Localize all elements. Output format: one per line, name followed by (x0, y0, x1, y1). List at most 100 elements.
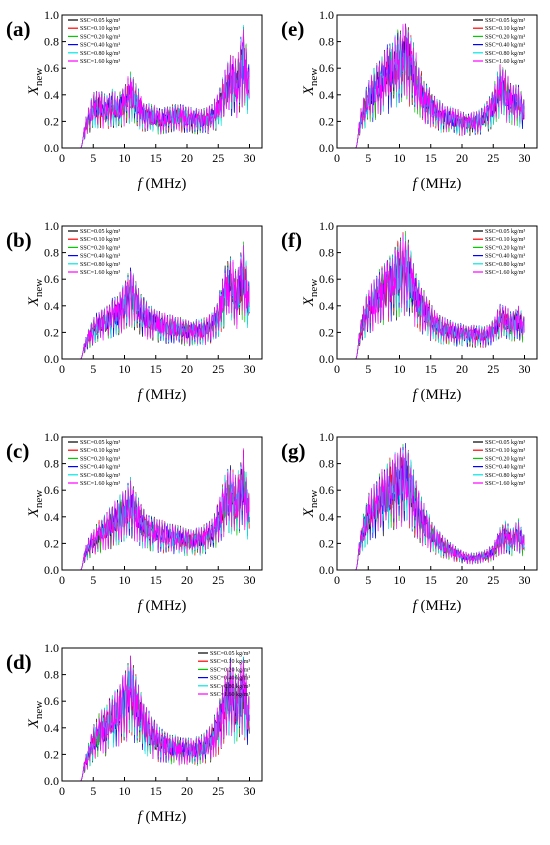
x-tick-label: 15 (150, 362, 162, 376)
legend-entry: SSC=1.60 kg/m³ (485, 481, 525, 487)
x-tick-label: 15 (150, 151, 162, 165)
y-tick-label: 0.4 (319, 88, 334, 102)
y-axis-label: Xnew (301, 68, 320, 97)
chart-svg: 0 5 10 15 20 25 30 0.0 0.2 0.4 0.6 0.8 1.0 f (MHz) Xne… (6, 641, 263, 825)
series-line (355, 233, 525, 360)
y-tick-label: 0.0 (44, 774, 59, 788)
x-tick-label: 0 (59, 784, 65, 798)
legend-entry: SSC=0.20 kg/m³ (485, 245, 525, 251)
chart-panel-a: 0 5 10 15 20 25 30 0.0 0.2 0.4 0.6 0.8 1.0 f (MHz) Xne… (0, 0, 275, 211)
legend-entry: SSC=1.60 kg/m³ (210, 692, 250, 698)
series-line (355, 23, 525, 149)
legend-entry: SSC=0.40 kg/m³ (485, 43, 525, 49)
y-tick-label: 0.8 (44, 457, 59, 471)
x-tick-label: 25 (212, 573, 224, 587)
legend-entry: SSC=0.40 kg/m³ (80, 465, 120, 471)
x-tick-label: 5 (365, 362, 371, 376)
chart-panel-f: 0 5 10 15 20 25 30 0.0 0.2 0.4 0.6 0.8 1.0 f (MHz) Xne… (275, 211, 550, 422)
legend-entry: SSC=0.10 kg/m³ (485, 448, 525, 454)
x-tick-label: 20 (456, 573, 468, 587)
x-axis-label: f (MHz) (413, 598, 462, 614)
y-axis-label: Xnew (301, 490, 320, 519)
legend-entry: SSC=1.60 kg/m³ (80, 270, 120, 276)
legend-entry: SSC=0.10 kg/m³ (80, 237, 120, 243)
y-tick-label: 0.8 (44, 246, 59, 260)
x-tick-label: 10 (119, 362, 131, 376)
x-tick-label: 15 (425, 362, 437, 376)
y-tick-label: 0.6 (319, 61, 334, 75)
plot-frame (61, 225, 263, 360)
x-tick-label: 25 (212, 151, 224, 165)
series-line (80, 448, 250, 571)
legend-entry: SSC=1.60 kg/m³ (485, 270, 525, 276)
legend-entry: SSC=0.40 kg/m³ (485, 254, 525, 260)
x-tick-label: 10 (394, 362, 406, 376)
x-tick-label: 10 (394, 573, 406, 587)
x-tick-label: 0 (59, 573, 65, 587)
y-tick-label: 0.0 (319, 141, 334, 155)
chart-svg: 0 5 10 15 20 25 30 0.0 0.2 0.4 0.6 0.8 1.0 f (MHz) Xne… (6, 8, 263, 192)
legend-entry: SSC=0.20 kg/m³ (80, 34, 120, 40)
panel-label: (a) (6, 17, 31, 41)
panel-label: (g) (281, 439, 306, 463)
x-tick-label: 30 (244, 151, 256, 165)
legend-entry: SSC=0.80 kg/m³ (80, 473, 120, 479)
x-tick-label: 0 (59, 362, 65, 376)
y-tick-label: 0.2 (44, 325, 59, 339)
y-tick-label: 0.0 (319, 352, 334, 366)
x-axis-label: f (MHz) (413, 176, 462, 192)
x-axis-label: f (MHz) (138, 176, 187, 192)
x-tick-label: 30 (244, 362, 256, 376)
y-axis-label: Xnew (26, 279, 45, 308)
legend: SSC=0.05 kg/m³ SSC=0.10 kg/m³ SSC=0.20 kg/… (473, 18, 525, 65)
x-axis-label: f (MHz) (138, 598, 187, 614)
legend-entry: SSC=0.05 kg/m³ (485, 229, 525, 235)
y-tick-label: 0.6 (319, 272, 334, 286)
plot-frame (61, 436, 263, 571)
x-tick-label: 0 (59, 151, 65, 165)
y-tick-label: 0.6 (44, 61, 59, 75)
series-line (80, 245, 250, 360)
y-tick-label: 0.6 (319, 483, 334, 497)
y-axis-label: Xnew (26, 701, 45, 730)
legend: SSC=0.05 kg/m³ SSC=0.10 kg/m³ SSC=0.20 kg/… (198, 651, 250, 698)
x-tick-label: 5 (365, 151, 371, 165)
legend-entry: SSC=0.05 kg/m³ (210, 651, 250, 657)
x-tick-label: 5 (90, 573, 96, 587)
x-tick-label: 30 (519, 151, 531, 165)
x-axis-label: f (MHz) (138, 387, 187, 403)
x-tick-label: 10 (119, 784, 131, 798)
legend-entry: SSC=0.10 kg/m³ (485, 26, 525, 32)
y-tick-label: 0.8 (319, 35, 334, 49)
y-tick-label: 0.2 (319, 536, 334, 550)
chart-svg: 0 5 10 15 20 25 30 0.0 0.2 0.4 0.6 0.8 1.0 f (MHz) Xne… (281, 430, 538, 614)
legend-entry: SSC=1.60 kg/m³ (80, 59, 120, 65)
y-tick-label: 0.2 (319, 114, 334, 128)
panel-label: (b) (6, 228, 32, 252)
y-tick-label: 0.8 (44, 668, 59, 682)
legend: SSC=0.05 kg/m³ SSC=0.10 kg/m³ SSC=0.20 kg/… (68, 229, 120, 276)
chart-svg: 0 5 10 15 20 25 30 0.0 0.2 0.4 0.6 0.8 1.0 f (MHz) Xne… (281, 8, 538, 192)
y-tick-label: 0.4 (319, 299, 334, 313)
x-tick-label: 30 (519, 362, 531, 376)
x-tick-label: 25 (487, 362, 499, 376)
legend-entry: SSC=1.60 kg/m³ (80, 481, 120, 487)
panel-label: (f) (281, 228, 302, 252)
legend-entry: SSC=0.80 kg/m³ (210, 684, 250, 690)
legend-entry: SSC=0.40 kg/m³ (80, 254, 120, 260)
y-tick-label: 1.0 (44, 219, 59, 233)
plot-frame (336, 436, 538, 571)
panel-label: (d) (6, 650, 32, 674)
legend-entry: SSC=0.10 kg/m³ (80, 448, 120, 454)
y-tick-label: 0.4 (44, 721, 59, 735)
plot-area (355, 230, 525, 360)
legend-entry: SSC=0.20 kg/m³ (80, 245, 120, 251)
x-tick-label: 20 (456, 362, 468, 376)
legend: SSC=0.05 kg/m³ SSC=0.10 kg/m³ SSC=0.20 kg/… (473, 440, 525, 487)
legend-entry: SSC=0.05 kg/m³ (80, 440, 120, 446)
legend-entry: SSC=0.10 kg/m³ (210, 659, 250, 665)
y-axis-label: Xnew (301, 279, 320, 308)
x-tick-label: 20 (181, 362, 193, 376)
legend-entry: SSC=0.20 kg/m³ (80, 456, 120, 462)
y-tick-label: 1.0 (319, 219, 334, 233)
